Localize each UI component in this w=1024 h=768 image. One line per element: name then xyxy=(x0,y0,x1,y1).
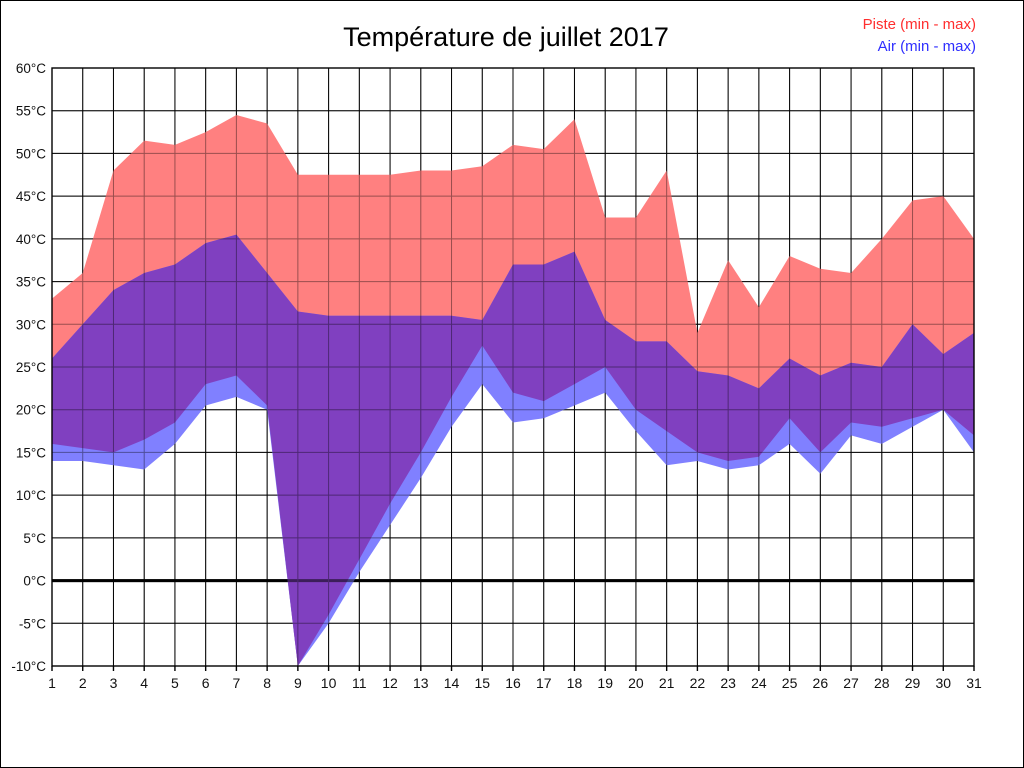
x-axis-labels: 1 2 3 4 5 6 7 8 9 10 11 12 13 14 15 16 17 18 19 20 21 22 23 24 2… xyxy=(48,675,982,691)
x-tick-label: 13 xyxy=(413,675,429,691)
y-tick-label: 45°C xyxy=(16,189,46,204)
gridlines-overlay xyxy=(51,67,975,667)
x-axis-ticks xyxy=(51,666,975,671)
x-tick-label: 23 xyxy=(720,675,736,691)
x-tick-label: 11 xyxy=(352,675,367,691)
x-tick-label: 27 xyxy=(843,675,859,691)
x-tick-label: 28 xyxy=(874,675,890,691)
y-tick-label: 35°C xyxy=(16,275,46,290)
overlap-band xyxy=(52,234,974,667)
x-tick-label: 22 xyxy=(690,675,706,691)
y-tick-label: 60°C xyxy=(16,61,46,76)
y-tick-label: 25°C xyxy=(16,360,46,375)
legend-item-piste: Piste (min - max) xyxy=(863,16,976,33)
x-tick-label: 2 xyxy=(79,675,87,691)
x-tick-label: 20 xyxy=(628,675,644,691)
x-tick-label: 25 xyxy=(782,675,798,691)
y-tick-label: -10°C xyxy=(11,659,46,674)
y-tick-label: 40°C xyxy=(16,232,46,247)
legend: Piste (min - max) Air (min - max) xyxy=(863,16,976,55)
y-tick-label: 55°C xyxy=(16,104,46,119)
y-tick-label: -5°C xyxy=(19,616,46,631)
x-tick-label: 10 xyxy=(321,675,337,691)
x-tick-label: 16 xyxy=(505,675,521,691)
x-tick-label: 7 xyxy=(233,675,241,691)
chart-title: Température de juillet 2017 xyxy=(343,22,669,52)
x-tick-label: 9 xyxy=(294,675,302,691)
x-tick-label: 18 xyxy=(567,675,583,691)
x-tick-label: 30 xyxy=(935,675,951,691)
x-tick-label: 19 xyxy=(597,675,613,691)
y-tick-label: 5°C xyxy=(23,531,46,546)
y-tick-label: 10°C xyxy=(16,488,46,503)
x-tick-label: 26 xyxy=(813,675,829,691)
y-tick-label: 20°C xyxy=(16,403,46,418)
x-tick-label: 14 xyxy=(444,675,460,691)
x-tick-label: 21 xyxy=(659,675,675,691)
x-tick-label: 4 xyxy=(140,675,148,691)
x-tick-label: 17 xyxy=(536,675,552,691)
y-tick-label: 50°C xyxy=(16,146,46,161)
x-tick-label: 12 xyxy=(382,675,398,691)
x-tick-label: 15 xyxy=(474,675,490,691)
x-tick-label: 3 xyxy=(110,675,118,691)
x-tick-label: 6 xyxy=(202,675,210,691)
x-tick-label: 1 xyxy=(48,675,56,691)
y-axis-labels: 60°C 55°C 50°C 45°C 40°C 35°C 30°C 25°C 20°C 15°C… xyxy=(11,61,46,674)
x-tick-label: 31 xyxy=(966,675,982,691)
x-tick-label: 29 xyxy=(905,675,921,691)
y-tick-label: 0°C xyxy=(23,574,46,589)
x-tick-label: 5 xyxy=(171,675,179,691)
y-tick-label: 15°C xyxy=(16,445,46,460)
x-tick-label: 24 xyxy=(751,675,767,691)
x-tick-label: 8 xyxy=(263,675,271,691)
legend-item-air: Air (min - max) xyxy=(878,38,976,55)
y-tick-label: 30°C xyxy=(16,317,46,332)
